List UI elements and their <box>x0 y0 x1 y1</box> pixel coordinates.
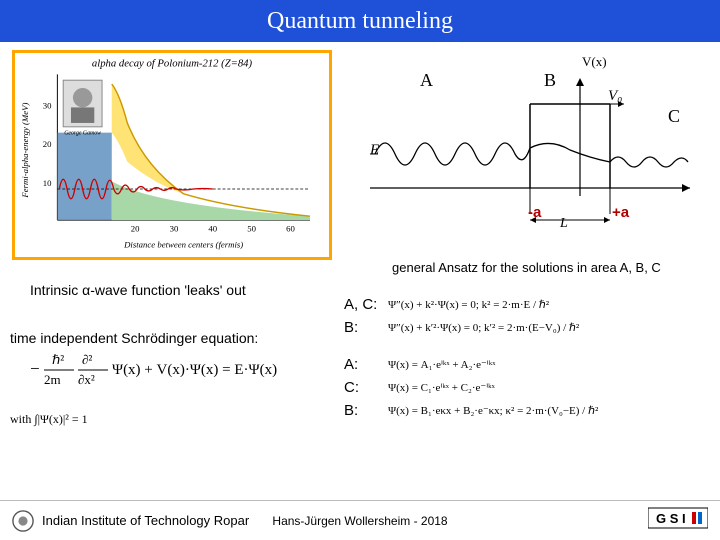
v0-label: V₀ <box>608 88 622 105</box>
eq-row-b2: B: Ψ(x) = B₁·eκx + B₂·e⁻κx; κ² = 2·m·(V₀… <box>344 402 712 419</box>
svg-text:G S I: G S I <box>656 511 686 526</box>
eq-row-a2: A: Ψ(x) = A₁·eⁱᵏˣ + A₂·e⁻ⁱᵏˣ <box>344 356 712 373</box>
ansatz-label: general Ansatz for the solutions in area… <box>392 260 661 275</box>
eq-row-b1: B: Ψ″(x) + k′²·Ψ(x) = 0; k′² = 2·m·(E−V₀… <box>344 319 712 336</box>
svg-text:∂x²: ∂x² <box>78 372 95 387</box>
alpha-decay-figure: alpha decay of Polonium-212 (Z=84) 10 20… <box>12 50 332 260</box>
eq-label-b2: B: <box>344 402 388 419</box>
svg-text:Ψ(x) + V(x)·Ψ(x) = E·Ψ(x): Ψ(x) + V(x)·Ψ(x) = E·Ψ(x) <box>112 362 277 378</box>
footer-center-text: Hans-Jürgen Wollersheim - 2018 <box>272 514 447 528</box>
svg-text:∂²: ∂² <box>82 352 92 367</box>
footer-right: G S I <box>648 506 708 535</box>
tise-label: time independent Schrödinger equation: <box>10 330 258 346</box>
svg-text:60: 60 <box>286 224 295 234</box>
svg-text:20: 20 <box>131 224 140 234</box>
eq-body-b1: Ψ″(x) + k′²·Ψ(x) = 0; k′² = 2·m·(E−V₀) /… <box>388 321 712 334</box>
eq-body-a2: Ψ(x) = A₁·eⁱᵏˣ + A₂·e⁻ⁱᵏˣ <box>388 358 712 371</box>
page-title: Quantum tunneling <box>267 8 453 35</box>
eq-body-ac: Ψ″(x) + k²·Ψ(x) = 0; k² = 2·m·E / ℏ² <box>388 298 712 311</box>
tise-equation: − ℏ² 2m ∂² ∂x² Ψ(x) + V(x)·Ψ(x) = E·Ψ(x) <box>30 348 350 397</box>
svg-text:Fermi-alpha-energy (MeV): Fermi-alpha-energy (MeV) <box>20 103 30 199</box>
normalization-equation: with ∫|Ψ(x)|² = 1 <box>10 412 88 427</box>
svg-text:30: 30 <box>170 224 179 234</box>
svg-text:20: 20 <box>43 139 52 149</box>
svg-text:−: − <box>30 359 40 378</box>
barrier-left-label: -a <box>528 204 541 221</box>
gsi-logo-icon: G S I <box>648 506 708 530</box>
energy-label: E <box>370 142 379 159</box>
svg-text:Distance between centers (ferm: Distance between centers (fermis) <box>123 239 243 249</box>
svg-text:50: 50 <box>247 224 256 234</box>
content-area: alpha decay of Polonium-212 (Z=84) 10 20… <box>0 42 720 500</box>
region-a-label: A <box>420 70 433 91</box>
vx-axis-label: V(x) <box>582 54 607 70</box>
svg-text:ℏ²: ℏ² <box>52 352 64 367</box>
eq-body-b2: Ψ(x) = B₁·eκx + B₂·e⁻κx; κ² = 2·m·(V₀−E)… <box>388 404 712 417</box>
eq-body-c2: Ψ(x) = C₁·eⁱᵏˣ + C₂·e⁻ⁱᵏˣ <box>388 381 712 394</box>
eq-row-c2: C: Ψ(x) = C₁·eⁱᵏˣ + C₂·e⁻ⁱᵏˣ <box>344 379 712 396</box>
svg-text:30: 30 <box>43 100 52 110</box>
barrier-width-label: L <box>560 216 568 232</box>
region-b-label: B <box>544 70 556 91</box>
eq-label-b1: B: <box>344 319 388 336</box>
svg-text:2m: 2m <box>44 372 61 387</box>
eq-label-a2: A: <box>344 356 388 373</box>
footer: Indian Institute of Technology Ropar Han… <box>0 500 720 540</box>
footer-left-text: Indian Institute of Technology Ropar <box>42 513 249 528</box>
svg-text:10: 10 <box>43 178 52 188</box>
svg-text:40: 40 <box>208 224 217 234</box>
eq-label-c2: C: <box>344 379 388 396</box>
left-fig-caption: alpha decay of Polonium-212 (Z=84) <box>92 58 253 70</box>
footer-left: Indian Institute of Technology Ropar <box>12 510 249 532</box>
eq-label-ac: A, C: <box>344 296 388 313</box>
barrier-right-label: +a <box>612 204 629 221</box>
eq-row-ac: A, C: Ψ″(x) + k²·Ψ(x) = 0; k² = 2·m·E / … <box>344 296 712 313</box>
title-bar: Quantum tunneling <box>0 0 720 42</box>
left-caption: Intrinsic α-wave function 'leaks' out <box>30 282 246 298</box>
iit-logo-icon <box>12 510 34 532</box>
region-c-label: C <box>668 106 680 127</box>
svg-text:George Gamow: George Gamow <box>64 131 101 137</box>
equation-grid: A, C: Ψ″(x) + k²·Ψ(x) = 0; k² = 2·m·E / … <box>344 296 712 425</box>
